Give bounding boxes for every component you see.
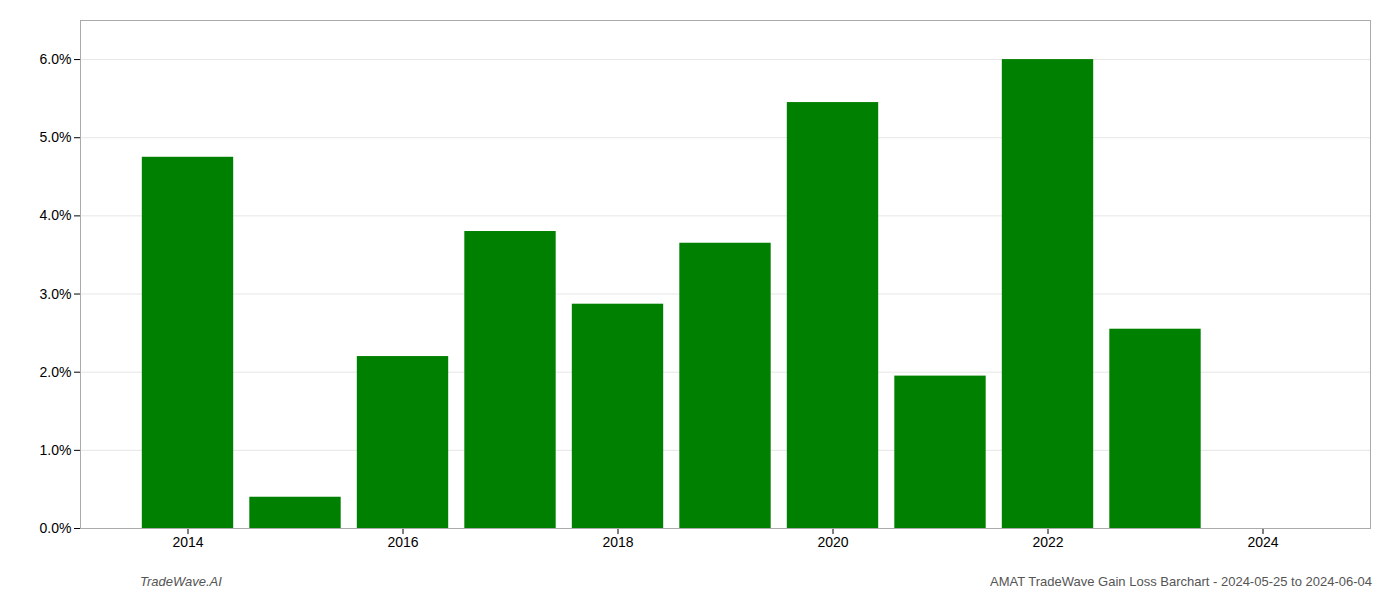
html-text:AMAT TradeWave Gain Loss Barch: AMAT TradeWave Gain Loss Barchart - 2024… bbox=[990, 574, 1372, 589]
svg-text:2020: 2020 bbox=[817, 534, 848, 550]
svg-text:2016: 2016 bbox=[387, 534, 418, 550]
svg-text:2022: 2022 bbox=[1032, 534, 1063, 550]
svg-text:2024: 2024 bbox=[1247, 534, 1278, 550]
svg-text:3.0%: 3.0% bbox=[40, 286, 72, 302]
svg-text:1.0%: 1.0% bbox=[40, 442, 72, 458]
svg-text:6.0%: 6.0% bbox=[40, 51, 72, 67]
svg-text:2018: 2018 bbox=[602, 534, 633, 550]
svg-text:4.0%: 4.0% bbox=[40, 207, 72, 223]
svg-text:0.0%: 0.0% bbox=[40, 520, 72, 536]
svg-text:2.0%: 2.0% bbox=[40, 364, 72, 380]
svg-text:2014: 2014 bbox=[172, 534, 203, 550]
html-text:TradeWave.AI: TradeWave.AI bbox=[140, 574, 222, 589]
svg-text:5.0%: 5.0% bbox=[40, 129, 72, 145]
